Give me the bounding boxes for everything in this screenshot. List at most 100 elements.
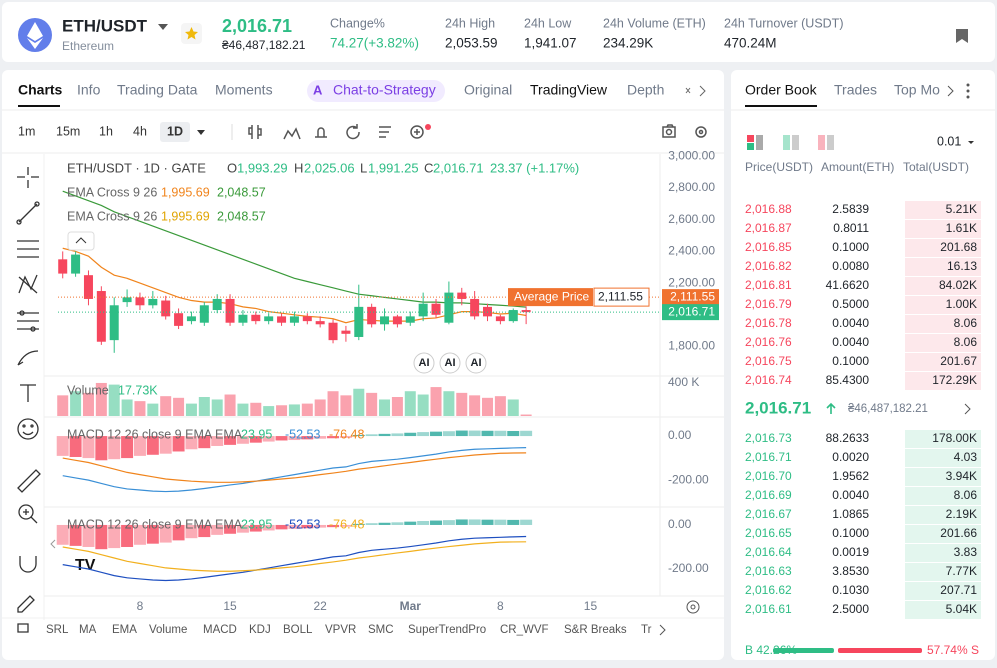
macd-hist-bar — [430, 431, 443, 437]
volume-bar — [327, 391, 339, 416]
indicator-button[interactable]: SMC — [368, 624, 394, 636]
macd-hist-bar — [365, 523, 378, 525]
indicator-button[interactable]: MA — [79, 624, 97, 636]
macd-hist-bar — [262, 436, 275, 442]
y-tick-label: 2,400.00 — [668, 244, 715, 258]
interval[interactable]: 15m — [56, 124, 80, 138]
indicator-button[interactable]: Tr — [641, 624, 652, 636]
drawing-toolbar[interactable] — [16, 167, 41, 633]
candle-body — [212, 298, 222, 311]
macd-hist-bar — [301, 524, 314, 529]
tabs-next[interactable] — [947, 85, 954, 97]
indicator-button[interactable]: Volume — [149, 624, 187, 636]
macd-hist-bar — [365, 434, 378, 437]
caret[interactable] — [968, 141, 974, 144]
interval[interactable]: 1D — [167, 124, 183, 138]
macd-hist-bar — [404, 432, 417, 437]
column-header: Amount(ETH) — [821, 160, 894, 174]
macd-hist-bar — [108, 436, 121, 460]
volume-bar — [134, 401, 146, 416]
mid-more[interactable] — [964, 403, 971, 415]
total: 4.03 — [954, 450, 978, 464]
collapse[interactable] — [50, 539, 56, 549]
bookmark-icon[interactable] — [956, 29, 968, 43]
amount: 2.5000 — [832, 602, 869, 616]
caret[interactable] — [158, 24, 168, 30]
indicator-button[interactable]: MACD — [203, 624, 237, 636]
tab[interactable]: Moments — [215, 82, 273, 98]
eth-logo-mark — [27, 22, 43, 49]
volume-bar — [95, 382, 107, 416]
orderbook-tab[interactable]: Trades — [834, 82, 877, 98]
depth-bg — [905, 201, 981, 219]
ai-badge-label[interactable]: AI — [445, 357, 456, 369]
legend-close-label: C — [424, 160, 433, 175]
stat-label: 24h High — [445, 16, 495, 30]
volume-bar — [301, 403, 313, 416]
strategy-pill[interactable] — [307, 80, 445, 102]
ai-badge[interactable] — [439, 352, 461, 374]
indicator-button[interactable]: SRL — [46, 624, 69, 636]
ai-icon: A — [313, 82, 323, 97]
indicator-button[interactable]: VPVR — [325, 624, 356, 636]
macd-hist-value: 23.95 — [241, 517, 272, 531]
macd-hist-bar — [314, 436, 327, 439]
total: 201.68 — [940, 240, 977, 254]
tab[interactable]: TradingView — [530, 82, 608, 98]
average-price-tag — [662, 289, 719, 306]
macd-hist-bar — [133, 524, 146, 545]
tab[interactable]: Trading Data — [117, 82, 198, 98]
caret[interactable] — [197, 130, 205, 135]
interval[interactable]: 4h — [133, 124, 147, 138]
average-price-tag-label: 2,111.55 — [670, 289, 715, 303]
depth-bg — [905, 582, 981, 600]
macd-hist-value: 23.95 — [241, 427, 272, 441]
tab[interactable]: Charts — [18, 82, 63, 98]
mid-local: ₴46,487,182.21 — [848, 403, 928, 415]
depth-bg — [905, 296, 981, 314]
volume-bar — [404, 391, 416, 416]
collapse-legend[interactable] — [67, 231, 95, 251]
macd-hist-bar — [481, 519, 494, 525]
ai-badge[interactable] — [413, 352, 435, 374]
tab[interactable]: Original — [464, 82, 512, 98]
tab-more[interactable] — [685, 85, 706, 97]
indicator-button[interactable]: EMA — [112, 624, 137, 636]
orderbook-tab[interactable]: Top Mo — [894, 82, 940, 98]
y-tick-label: -200.00 — [668, 561, 709, 575]
ai-badge[interactable] — [465, 352, 487, 374]
price: 2,016.70 — [745, 469, 792, 483]
indicator-button[interactable]: S&R Breaks — [564, 624, 627, 636]
stat-value: 470.24M — [724, 36, 777, 51]
volume-bar — [507, 399, 519, 416]
precision[interactable]: 0.01 — [937, 134, 961, 148]
volume-bar — [430, 387, 442, 416]
legend-high: 2,025.06 — [304, 160, 355, 175]
interval[interactable]: 1m — [18, 124, 35, 138]
chart-settings[interactable] — [686, 600, 700, 614]
macd-hist-bar — [520, 519, 533, 525]
macd-hist-bar — [82, 436, 95, 459]
volume-bar — [391, 397, 403, 416]
ai-badge-label[interactable]: AI — [471, 357, 482, 369]
tab[interactable]: Info — [77, 82, 101, 98]
price: 2,016.78 — [745, 316, 792, 330]
indicator-button[interactable]: CR_WVF — [500, 624, 549, 636]
chart-tools[interactable] — [248, 124, 707, 140]
interval[interactable]: 1h — [99, 124, 113, 138]
menu[interactable] — [966, 83, 970, 99]
indicator-button[interactable]: KDJ — [249, 624, 271, 636]
column-header: Total(USDT) — [903, 160, 969, 174]
tab[interactable]: Chat-to-Strategy — [333, 82, 436, 98]
tab[interactable]: Depth — [627, 82, 664, 98]
candle-body — [354, 306, 364, 337]
ai-badge-label[interactable]: AI — [419, 357, 430, 369]
indicator-button[interactable]: SuperTrendPro — [408, 624, 486, 636]
indicator-button[interactable]: BOLL — [283, 624, 313, 636]
ema26-value: 2,048.57 — [217, 209, 266, 223]
ema-legend: EMA Cross 9 26 — [67, 209, 157, 223]
more-indicators[interactable] — [659, 624, 666, 636]
book-mode-icons[interactable] — [747, 135, 834, 150]
y-tick-label: 0.00 — [668, 428, 692, 442]
orderbook-tab[interactable]: Order Book — [745, 82, 818, 98]
